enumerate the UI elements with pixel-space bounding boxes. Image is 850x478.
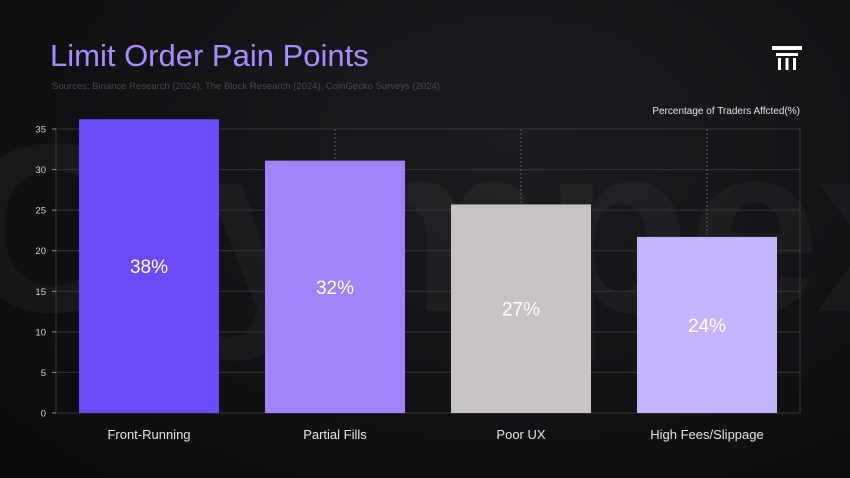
y-tick-label: 5 bbox=[41, 368, 46, 379]
y-tick-label: 30 bbox=[35, 165, 46, 176]
x-category-label: Partial Fills bbox=[303, 427, 367, 442]
x-category-label: High Fees/Slippage bbox=[650, 427, 763, 442]
y-axis-ticks: 0 5 10 15 20 25 30 35 bbox=[35, 125, 56, 420]
bar-data-label: 27% bbox=[502, 300, 540, 321]
bar-data-label: 32% bbox=[316, 278, 354, 299]
bar bbox=[79, 119, 219, 414]
y-tick-label: 0 bbox=[41, 409, 46, 420]
bar bbox=[637, 236, 777, 413]
sources-note: Sources: Binance Research (2024), The Bl… bbox=[52, 81, 440, 92]
y-tick-label: 15 bbox=[35, 287, 46, 298]
bar bbox=[265, 160, 405, 413]
y-tick-label: 10 bbox=[35, 327, 46, 338]
page-title: Limit Order Pain Points bbox=[50, 38, 369, 73]
bar-data-label: 38% bbox=[130, 257, 168, 278]
bar-data-label: 24% bbox=[688, 316, 726, 337]
x-category-label: Poor UX bbox=[496, 427, 545, 442]
olympex-pillar-logo-icon bbox=[772, 46, 802, 70]
y-tick-label: 20 bbox=[35, 246, 46, 257]
bar bbox=[451, 204, 591, 413]
x-category-label: Front-Running bbox=[107, 427, 190, 442]
legend-label: Percentage of Traders Affcted(%) bbox=[652, 106, 800, 117]
chart-bars bbox=[79, 119, 777, 414]
category-labels: Front-Running Partial Fills Poor UX High Fe… bbox=[107, 427, 763, 442]
y-tick-label: 35 bbox=[35, 125, 46, 136]
data-labels: 38% 32% 27% 24% bbox=[130, 257, 726, 337]
y-tick-label: 25 bbox=[35, 206, 46, 217]
